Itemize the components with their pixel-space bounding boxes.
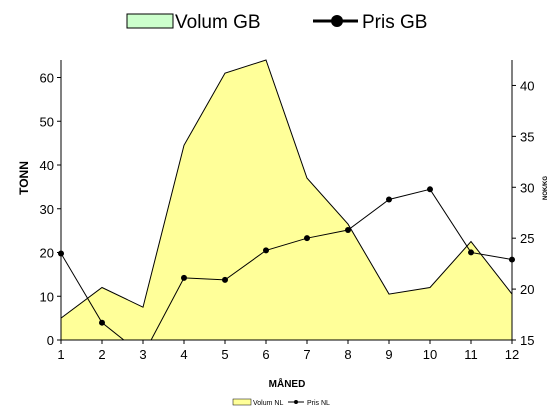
y2-tick-label: 25 — [520, 231, 534, 246]
x-tick-label: 8 — [344, 347, 351, 362]
y-tick-label: 0 — [47, 333, 54, 348]
x-tick-label: 1 — [57, 347, 64, 362]
x-tick-label: 4 — [180, 347, 187, 362]
y2-tick-label: 20 — [520, 282, 534, 297]
legend-top-line-label: Pris GB — [362, 12, 427, 33]
x-tick-label: 12 — [505, 347, 519, 362]
x-tick-label: 11 — [464, 347, 478, 362]
y-tick-label: 20 — [40, 246, 54, 261]
legend-bottom-area-label: Volum NL — [253, 400, 283, 407]
axes — [57, 60, 516, 344]
line-point — [99, 319, 105, 326]
y-tick-label: 50 — [40, 114, 54, 129]
legend-top-line-marker — [331, 15, 343, 27]
y-tick-label: 10 — [40, 289, 54, 304]
y2-tick-label: 15 — [520, 333, 534, 348]
bottom-legend: Volum NL Pris NL — [232, 398, 330, 407]
line-series-pris — [61, 188, 512, 340]
x-tick-label: 3 — [139, 347, 146, 362]
line-point — [263, 247, 269, 254]
legend-bottom-line-marker — [294, 400, 298, 404]
line-point — [181, 274, 187, 281]
line-point — [222, 276, 228, 283]
y-tick-label: 30 — [40, 202, 54, 217]
x-tick-label: 9 — [385, 347, 392, 362]
plot-area — [58, 59, 515, 340]
x-tick-label: 2 — [98, 347, 105, 362]
line-point — [386, 196, 392, 203]
legend-top-area-label: Volum GB — [175, 12, 261, 33]
area-series-volum — [61, 59, 512, 340]
y2-axis-title: NOK/KG — [543, 176, 549, 200]
y2-tick-label: 40 — [520, 78, 534, 93]
y2-tick-label: 35 — [520, 129, 534, 144]
top-legend: Volum GB Pris GB — [126, 12, 427, 33]
line-point — [468, 249, 474, 256]
legend-top-area-swatch — [126, 13, 174, 29]
y-tick-label: 60 — [40, 71, 54, 86]
legend-bottom-line-label: Pris NL — [307, 400, 330, 407]
x-axis-title: MÅNED — [269, 377, 306, 390]
x-tick-label: 5 — [221, 347, 228, 362]
y-tick-label: 40 — [40, 158, 54, 173]
y2-tick-label: 30 — [520, 180, 534, 195]
line-point — [304, 235, 310, 242]
line-point — [427, 186, 433, 193]
y-axis-title: TONN — [17, 161, 31, 195]
x-tick-label: 7 — [303, 347, 310, 362]
legend-bottom-area-swatch — [232, 398, 252, 406]
line-point — [345, 227, 351, 234]
x-tick-label: 6 — [262, 347, 269, 362]
x-tick-label: 10 — [423, 347, 437, 362]
